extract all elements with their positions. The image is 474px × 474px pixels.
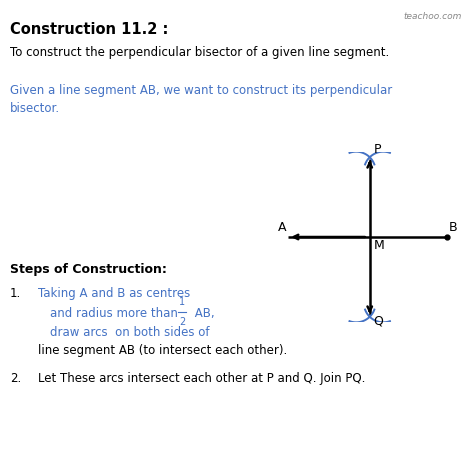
Text: P: P — [374, 143, 381, 156]
Text: To construct the perpendicular bisector of a given line segment.: To construct the perpendicular bisector … — [10, 46, 389, 59]
Text: Steps of Construction:: Steps of Construction: — [10, 263, 167, 276]
Text: 2.: 2. — [10, 372, 21, 385]
Text: Taking A and B as centres: Taking A and B as centres — [38, 287, 190, 300]
Text: A: A — [278, 221, 286, 234]
Text: AB,: AB, — [191, 307, 215, 320]
Text: Construction 11.2 :: Construction 11.2 : — [10, 22, 168, 37]
Text: line segment AB (to intersect each other).: line segment AB (to intersect each other… — [38, 344, 287, 357]
Text: bisector.: bisector. — [10, 102, 60, 115]
Text: Let These arcs intersect each other at P and Q. Join PQ.: Let These arcs intersect each other at P… — [38, 372, 365, 385]
Text: Q: Q — [374, 315, 383, 328]
Text: draw arcs  on both sides of: draw arcs on both sides of — [50, 326, 210, 339]
Text: B: B — [449, 221, 458, 234]
Text: 2: 2 — [179, 317, 185, 327]
Text: Given a line segment AB, we want to construct its perpendicular: Given a line segment AB, we want to cons… — [10, 84, 392, 97]
Text: teachoo.com: teachoo.com — [404, 12, 462, 21]
Text: 1.: 1. — [10, 287, 21, 300]
Text: and radius more than: and radius more than — [50, 307, 182, 320]
Text: 1: 1 — [179, 297, 185, 307]
Text: M: M — [374, 239, 384, 252]
